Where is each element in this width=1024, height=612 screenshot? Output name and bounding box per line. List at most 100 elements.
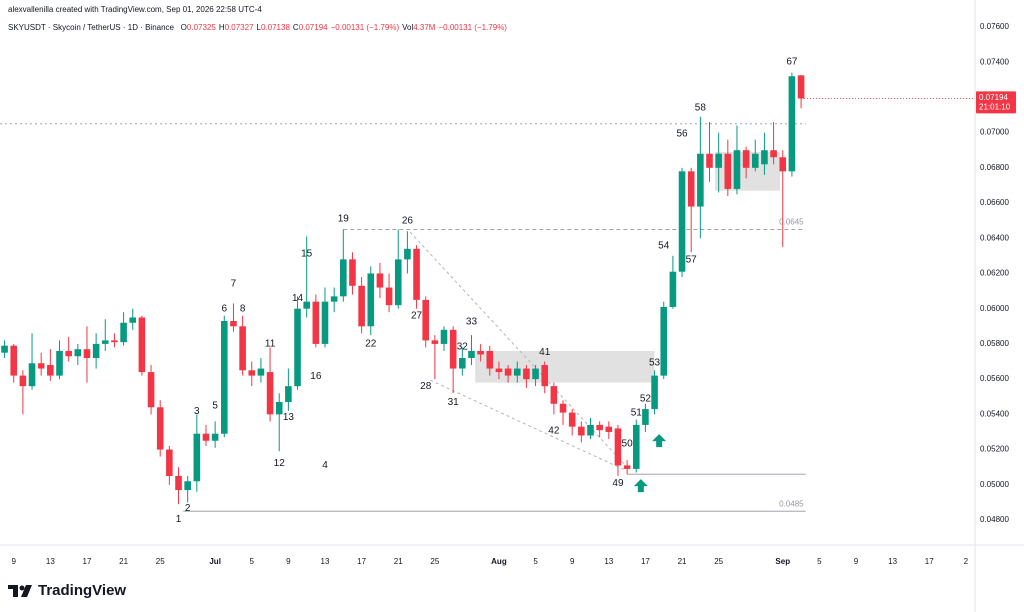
candle-body xyxy=(660,306,668,376)
candle-body xyxy=(523,368,530,380)
wave-label: 57 xyxy=(686,255,698,266)
candle-body xyxy=(632,424,640,469)
x-tick-label: 9 xyxy=(854,557,859,566)
wave-label: 58 xyxy=(695,103,707,114)
x-tick-label: 17 xyxy=(641,557,650,566)
candle-body xyxy=(404,248,411,260)
wave-label: 52 xyxy=(640,394,652,405)
wave-label: 3 xyxy=(194,406,200,417)
candle-body xyxy=(294,308,301,387)
candle-body xyxy=(358,285,365,327)
x-tick-label: 21 xyxy=(394,557,403,566)
wave-label: 14 xyxy=(292,293,304,304)
arrow xyxy=(652,434,667,448)
logo xyxy=(8,584,32,597)
candle-body xyxy=(587,424,594,436)
x-tick-label: 17 xyxy=(925,557,934,566)
candle-body xyxy=(394,259,402,306)
candle-body xyxy=(770,150,777,158)
candle-body xyxy=(120,322,127,343)
x-tick-label: 25 xyxy=(156,557,165,566)
candle-body xyxy=(706,153,713,168)
y-tick-label: 0.05800 xyxy=(980,339,1009,348)
candle-body xyxy=(202,433,210,441)
candle-body xyxy=(349,259,356,286)
candle-body xyxy=(779,157,787,172)
level-label: 0.0485 xyxy=(779,499,804,508)
y-tick-label: 0.06600 xyxy=(980,198,1009,207)
candle-body xyxy=(92,343,100,358)
x-tick-label: 13 xyxy=(321,557,330,566)
wave-label: 33 xyxy=(466,317,478,328)
countdown: 21:01:10 xyxy=(979,103,1011,112)
wave-label: 27 xyxy=(411,311,423,322)
wave-label: 15 xyxy=(301,249,313,260)
last-price-tag xyxy=(976,91,1016,114)
candle-body xyxy=(605,426,613,432)
candle-body xyxy=(47,365,54,376)
ohlc-key: L xyxy=(256,23,261,32)
candle-body xyxy=(312,301,320,344)
zone xyxy=(475,350,655,383)
wave-label: 2 xyxy=(185,503,191,514)
candle-body xyxy=(742,150,750,168)
candle-body xyxy=(733,150,741,189)
candle-body xyxy=(513,368,521,376)
candle-body xyxy=(211,433,219,441)
wave-label: 41 xyxy=(539,347,551,358)
wave-label: 13 xyxy=(283,412,295,423)
trendline xyxy=(430,379,626,471)
wave-label: 8 xyxy=(240,304,246,315)
candle-body xyxy=(10,345,18,376)
wave-label: 4 xyxy=(322,460,328,471)
candle-body xyxy=(184,481,191,491)
level-label: 0.0645 xyxy=(779,218,804,227)
candle-body xyxy=(440,329,448,344)
wave-label: 28 xyxy=(420,381,432,392)
candle-body xyxy=(111,340,118,343)
wave-label: 49 xyxy=(612,478,624,489)
y-tick-label: 0.06800 xyxy=(980,163,1009,172)
ohlc-value: 0.07325 xyxy=(186,23,216,32)
x-tick-label: 9 xyxy=(570,557,575,566)
candle-body xyxy=(486,350,494,369)
candle-body xyxy=(596,424,603,431)
candle-body xyxy=(221,321,228,434)
ohlc-value: 0.07327 xyxy=(224,23,254,32)
candle-body xyxy=(83,349,91,358)
candle-body xyxy=(74,349,82,357)
candle-body xyxy=(550,386,558,404)
wave-label: 6 xyxy=(222,304,228,315)
candle-body xyxy=(477,350,484,355)
x-tick-label: 5 xyxy=(533,557,538,566)
candle-body xyxy=(1,345,8,353)
candle-body xyxy=(697,153,704,207)
volume-value: 4.37M xyxy=(413,23,436,32)
legend: SKYUSDT · Skycoin / TetherUS · 1D · Bina… xyxy=(8,22,510,34)
candle-body xyxy=(303,301,310,309)
candle-body xyxy=(449,329,457,369)
wave-label: 67 xyxy=(786,57,798,68)
candle-body xyxy=(678,171,686,272)
candle-body xyxy=(175,475,182,491)
y-tick-label: 0.07000 xyxy=(980,128,1009,137)
candle-body xyxy=(642,409,649,425)
x-tick-label: 9 xyxy=(286,557,291,566)
candle-body xyxy=(156,407,164,450)
candle-body xyxy=(578,426,585,436)
wave-label: 12 xyxy=(274,458,286,469)
candle-body xyxy=(330,296,338,302)
x-tick-label: 13 xyxy=(46,557,55,566)
x-tick-label: 5 xyxy=(817,557,822,566)
candle-body xyxy=(285,386,292,403)
chart-header: alexvallenilla created with TradingView.… xyxy=(8,4,510,34)
candle-body xyxy=(761,150,768,165)
x-tick-label: 25 xyxy=(714,557,723,566)
candle-body xyxy=(559,403,567,413)
candle-body xyxy=(797,75,805,99)
candle-body xyxy=(19,375,27,387)
candle-body xyxy=(257,368,265,376)
candle-body xyxy=(724,153,732,189)
x-tick-label: 13 xyxy=(604,557,613,566)
